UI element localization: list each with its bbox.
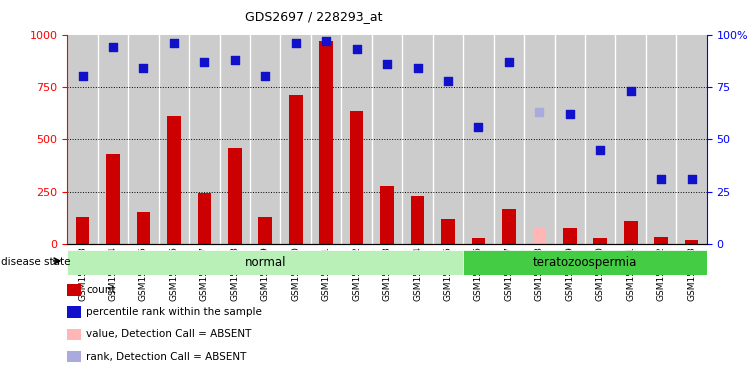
Bar (433, 35, 463, 244)
Point (625, 88, 637, 94)
Point (260, 73, 272, 79)
Point (351, 46, 363, 52)
Bar (341, 35, 372, 244)
Bar (684, 240, 699, 244)
Text: rank, Detection Call = ABSENT: rank, Detection Call = ABSENT (86, 352, 246, 362)
Text: GDS2697 / 228293_at: GDS2697 / 228293_at (245, 10, 383, 23)
Text: value, Detection Call = ABSENT: value, Detection Call = ABSENT (86, 329, 251, 339)
Point (107, 44, 119, 50)
Bar (319, 41, 333, 244)
Bar (494, 35, 524, 244)
Bar (380, 186, 394, 244)
Point (533, 109, 545, 115)
Bar (280, 35, 311, 244)
Bar (616, 35, 646, 244)
Point (381, 61, 393, 67)
Bar (350, 111, 364, 244)
Bar (463, 250, 707, 275)
Point (594, 147, 606, 153)
Bar (524, 35, 554, 244)
Text: percentile rank within the sample: percentile rank within the sample (86, 307, 262, 317)
Point (320, 38, 332, 44)
Bar (646, 35, 676, 244)
Bar (563, 228, 577, 244)
Bar (554, 35, 585, 244)
Bar (106, 154, 120, 244)
Bar (220, 35, 250, 244)
Bar (402, 35, 433, 244)
Bar (189, 35, 220, 244)
Point (289, 40, 301, 46)
Bar (67, 250, 463, 275)
Text: disease state: disease state (1, 257, 71, 267)
Bar (593, 238, 607, 244)
Bar (67, 35, 98, 244)
Point (168, 40, 180, 46)
Bar (471, 238, 485, 244)
Bar (98, 35, 128, 244)
Bar (128, 35, 159, 244)
Point (442, 78, 454, 84)
Point (503, 59, 515, 65)
Bar (585, 35, 616, 244)
Bar (441, 219, 455, 244)
Bar (137, 212, 150, 244)
Bar (372, 35, 402, 244)
Bar (654, 237, 668, 244)
Point (138, 65, 150, 71)
Point (686, 176, 698, 182)
Bar (228, 147, 242, 244)
Bar (167, 116, 181, 244)
Bar (258, 217, 272, 244)
Point (229, 56, 241, 63)
Bar (159, 35, 189, 244)
Point (198, 59, 210, 65)
Bar (250, 35, 280, 244)
Bar (533, 227, 546, 244)
Bar (411, 196, 424, 244)
Bar (463, 35, 494, 244)
Point (411, 65, 423, 71)
Point (76, 73, 88, 79)
Bar (502, 209, 516, 244)
Point (655, 176, 667, 182)
Bar (76, 217, 90, 244)
Point (564, 111, 576, 117)
Text: normal: normal (245, 256, 286, 268)
Bar (624, 221, 637, 244)
Bar (676, 35, 707, 244)
Bar (311, 35, 341, 244)
Bar (289, 95, 303, 244)
Text: teratozoospermia: teratozoospermia (533, 256, 637, 268)
Point (473, 124, 485, 130)
Bar (197, 192, 211, 244)
Text: count: count (86, 285, 115, 295)
